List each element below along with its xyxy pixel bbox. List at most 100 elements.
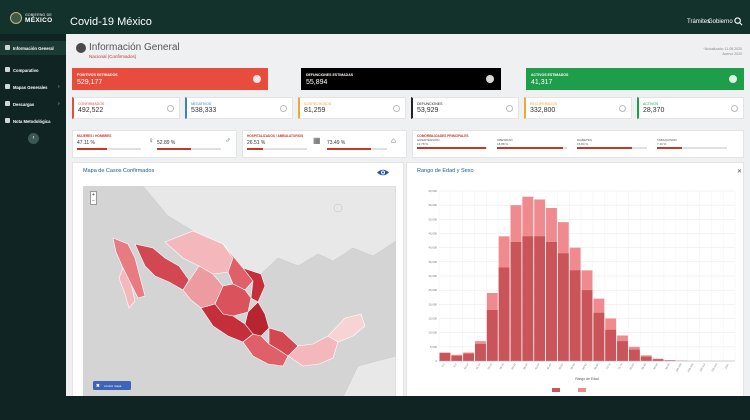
nav-link-tramites[interactable]: Trámites [687,19,710,25]
person-icon [506,105,513,112]
female-bar [77,148,141,150]
x-tick-label: 45-49 [546,362,553,370]
compare-icon [5,67,10,72]
x-tick-label: 80-84 [628,362,635,370]
search-icon[interactable] [734,17,743,26]
sidebar: Información General Comparativo Mapas Ge… [0,34,66,420]
card-title: HOSPITALIZADOS / AMBULATORIOS [247,134,303,138]
sidebar-item-informacion-general[interactable]: Información General [0,41,66,55]
comorbidity-value: 18.88 % [497,142,508,146]
close-x-icon: ✖ [96,383,100,389]
info-icon [167,105,174,112]
hospitalized-percent: 26.51 % [247,140,265,146]
x-tick-label: 90-94 [652,362,659,370]
map-icon [5,84,10,89]
x-tick-label: 65-69 [593,362,600,370]
nav-link-gobierno[interactable]: Gobierno [708,19,733,25]
chevron-right-icon: › [58,101,60,107]
age-sex-chart-panel: Rango de Edad y Sexo ✕ 0 5,000 10,000 15,00… [406,162,744,396]
card-label: SOSPECHOSOS [304,102,331,106]
defunciones-estimadas-card: DEFUNCIONES ESTIMADAS 55,894 [301,68,501,90]
smile-icon [280,105,287,112]
female-icon: ♀ [148,136,154,145]
sidebar-item-mapas-generales[interactable]: Mapas Generales › [0,80,66,94]
bar [641,357,652,361]
map-panel: Mapa de Casos Confirmados [72,162,404,396]
negativos-card: NEGATIVOS 538,333 [185,97,293,119]
comorbidity-bar [497,147,567,149]
sidebar-item-label: Comparativo [13,68,39,73]
choropleth-map[interactable]: + − ✖ control mapa [83,186,396,396]
hospital-icon: ▦ [313,136,321,145]
recuperados-card: RECUPERADOS 332,800 [524,97,632,119]
ambulatory-percent: 73.49 % [327,140,345,146]
control-mapa-button[interactable]: ✖ control mapa [93,381,131,390]
x-tick-label: 35-39 [522,362,529,370]
bar [534,236,545,361]
male-bar [157,148,221,150]
x-tick-label: 50-54 [557,362,564,370]
question-icon [393,105,400,112]
y-tick-label: 30,000 [428,274,437,278]
sidebar-item-descargas[interactable]: Descargas › [0,97,66,111]
positivos-estimados-card: POSITIVOS ESTIMADOS 529,177 [72,68,268,90]
care-type-card: HOSPITALIZADOS / AMBULATORIOS 26.51 % ▦ … [242,130,407,158]
document-icon [5,118,10,123]
y-tick-label: 0 [435,359,437,363]
top-navbar: GOBIERNO DE MÉXICO Covid-19 México Trámi… [0,0,750,34]
comorbidity-bar [577,147,647,149]
close-icon[interactable]: ✕ [737,168,742,175]
card-value: 332,800 [530,107,555,114]
sidebar-item-comparativo[interactable]: Comparativo [0,63,66,77]
app-title: Covid-19 México [70,16,152,28]
comorbidity-value: 15.84 % [577,142,588,146]
confirmados-card: CONFIRMADOS 492,522 [72,97,180,119]
x-tick-label: 100-104 [674,362,683,373]
comorbidity-bar [657,147,727,149]
dashboard-icon [76,43,86,53]
x-tick-label: 20-24 [486,362,493,370]
bar [511,242,522,361]
y-tick-label: 60,000 [428,189,437,193]
activos-card: ACTIVOS 28,370 [637,97,744,119]
x-tick-label: 25-29 [498,362,505,370]
x-tick-label: 110-114 [698,362,706,372]
card-value: 53,929 [417,107,438,114]
y-tick-label: 50,000 [428,217,437,221]
x-tick-label: 60-64 [581,362,588,370]
bar [522,236,533,361]
sidebar-item-nota-metodologica[interactable]: Nota Metodológica [0,114,66,128]
defunciones-card: DEFUNCIONES 53,929 [411,97,519,119]
x-tick-label: 95-99 [664,362,671,370]
female-percent: 47.11 % [77,140,95,146]
bar [475,344,486,361]
y-tick-label: 55,000 [428,203,437,207]
page-title: Información General [89,42,180,53]
logo-line-2: MÉXICO [25,17,52,24]
card-label: CONFIRMADOS [78,102,104,106]
control-mapa-label: control mapa [104,384,121,388]
bar [463,354,474,361]
card-value: 492,522 [78,107,103,114]
card-label: ACTIVOS [643,102,658,106]
eye-icon[interactable] [376,168,390,177]
zoom-out-button[interactable]: − [91,198,96,204]
x-axis-label: Rango de Edad [575,377,599,381]
sidebar-item-label: Información General [13,46,54,51]
gobierno-de-mexico-logo[interactable]: GOBIERNO DE MÉXICO [10,12,55,28]
age-sex-bar-chart: 0 5,000 10,000 15,000 20,000 25,000 30,000 35,0… [407,183,747,396]
bar [617,341,628,361]
y-tick-label: 10,000 [428,331,437,335]
x-tick-label: 30-34 [510,362,517,370]
comorbidity-value: 19.78 % [417,142,428,146]
bar [582,290,593,361]
main-content: Información General Nacional (Confirmado… [66,34,750,396]
collapse-sidebar-button[interactable]: ‹ [28,133,39,144]
update-note: *Actualizado: 11.08.2020 Acervo 2020 [676,47,742,56]
activos-estimados-card: ACTIVOS ESTIMADOS 41,317 [526,68,744,90]
y-tick-label: 40,000 [428,246,437,250]
card-title: MUJERES / HOMBRES [77,134,111,138]
male-icon: ♂ [225,136,231,145]
card-label: DEFUNCIONES [417,102,442,106]
x-tick-label: 55-59 [569,362,576,370]
